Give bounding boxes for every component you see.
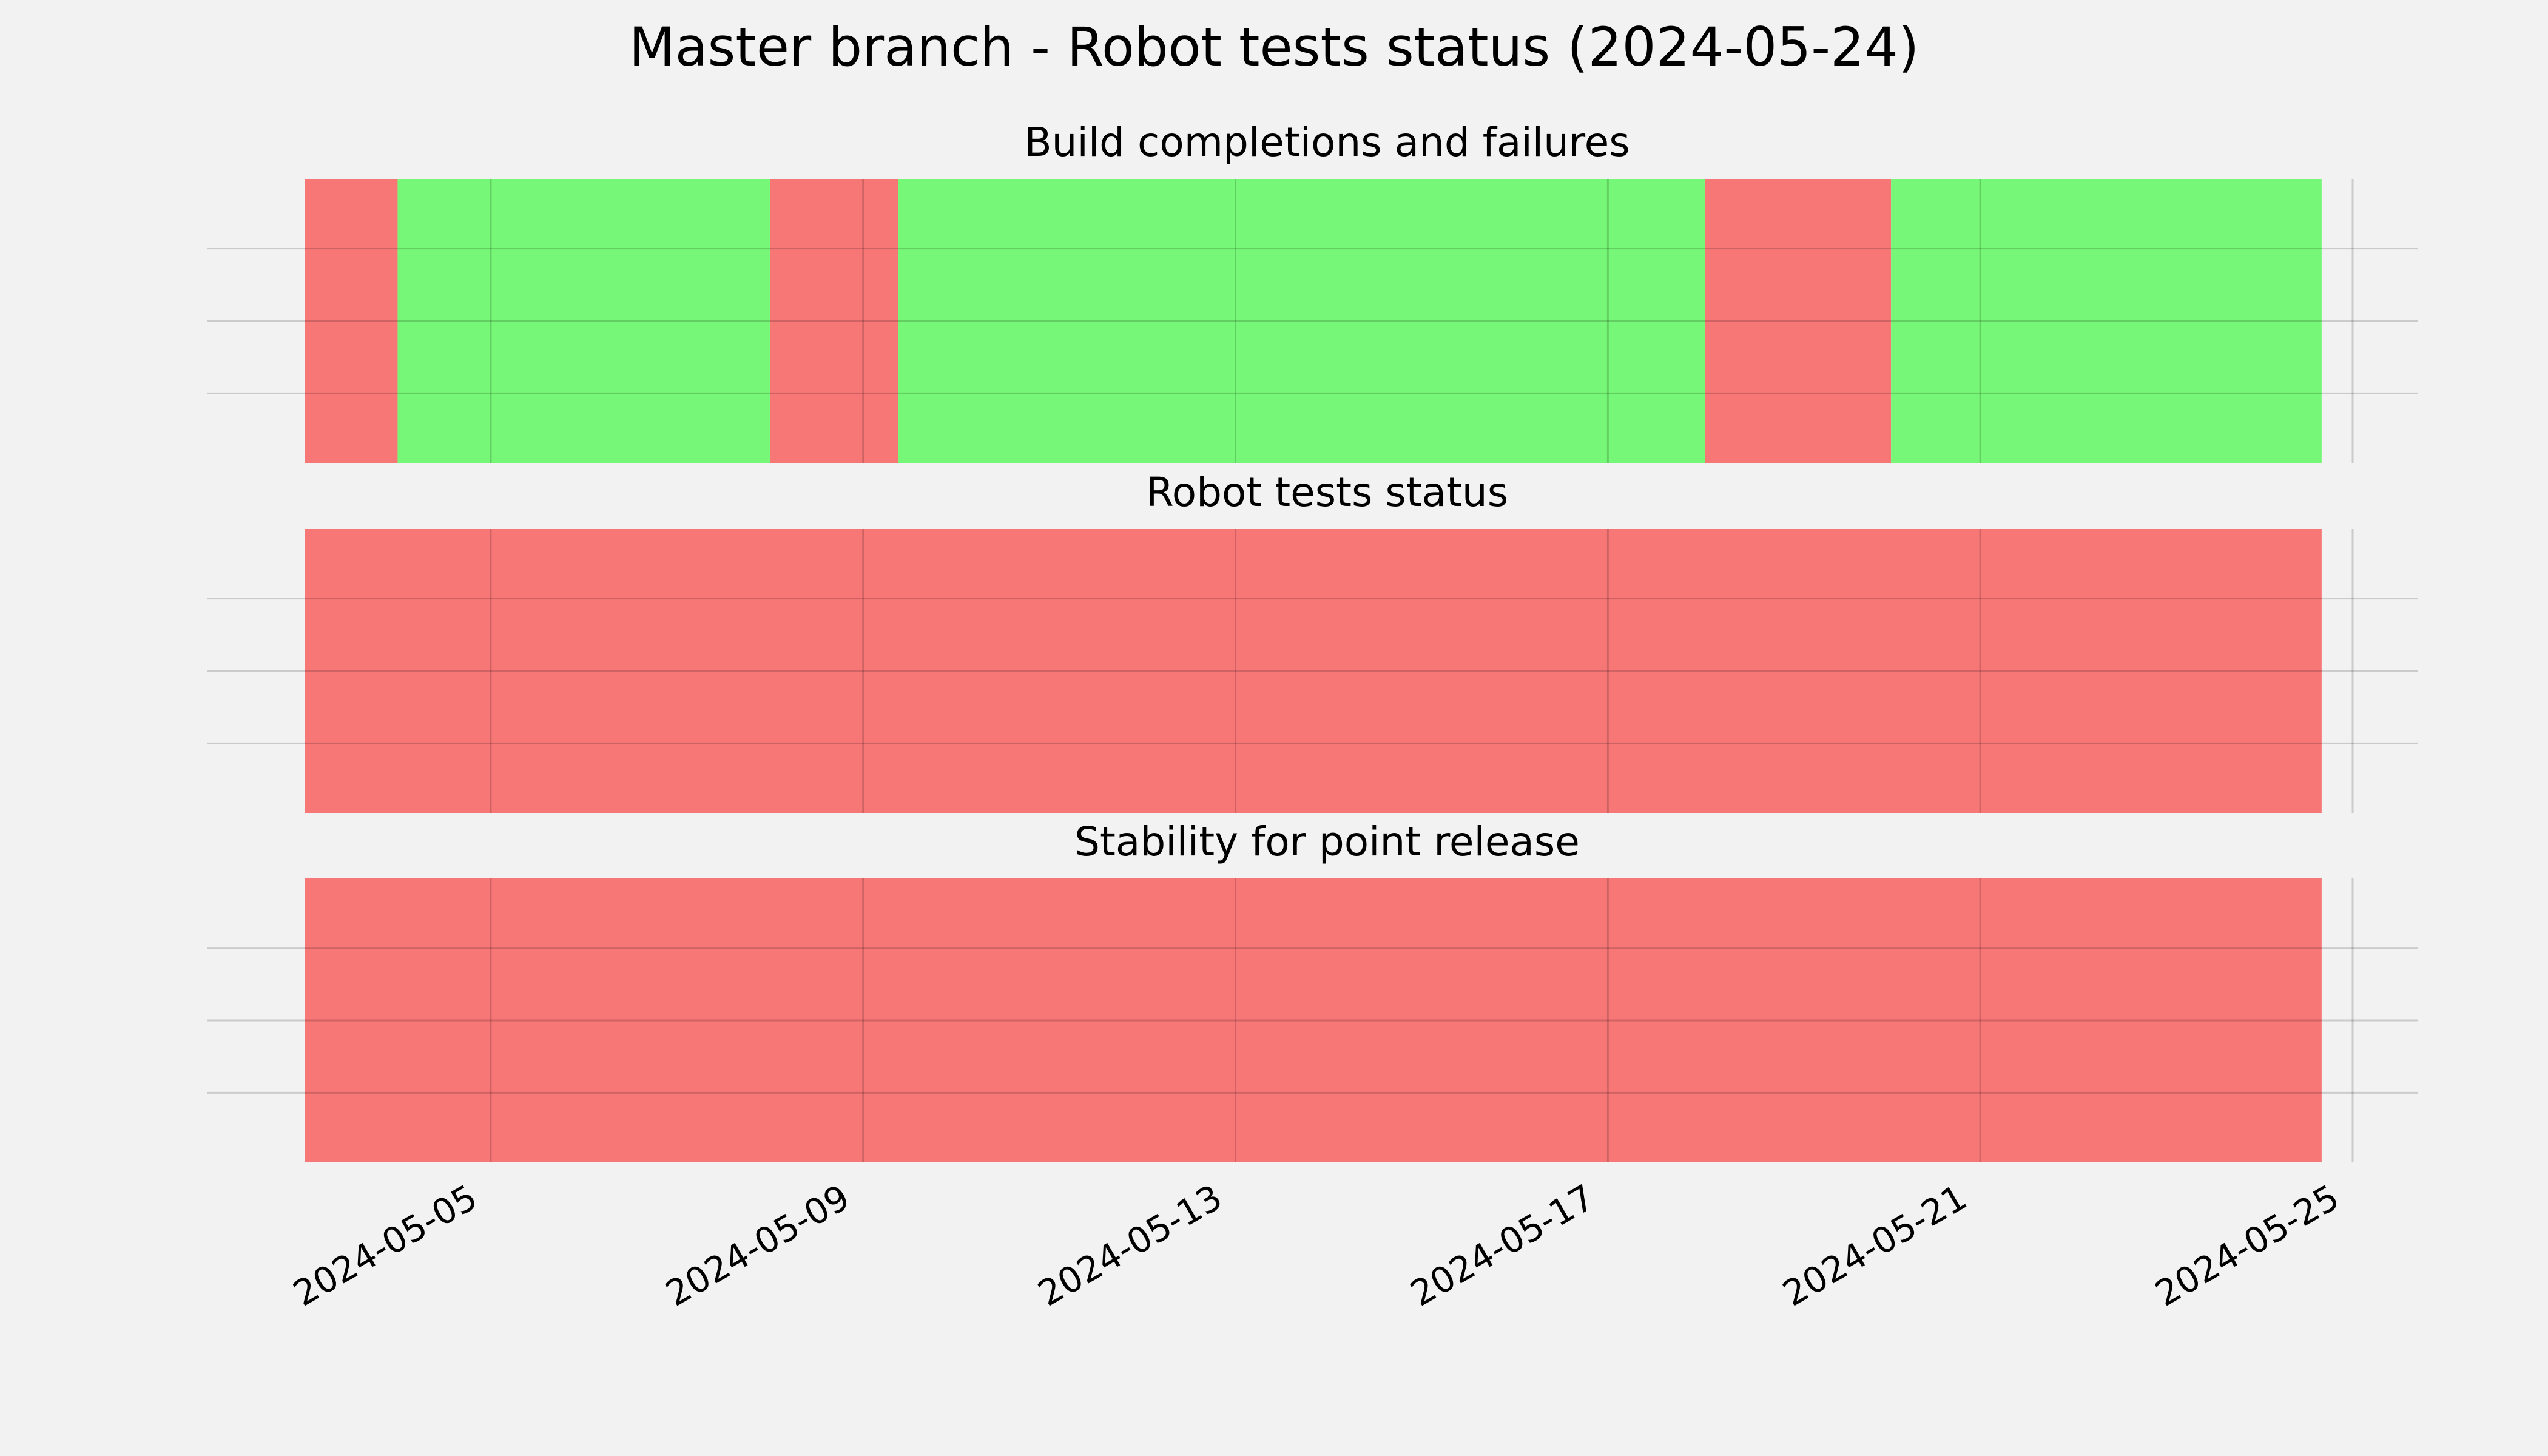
status-segment-pass: [898, 179, 1705, 463]
chart-panels: Build completions and failures Robot test…: [207, 119, 2418, 1162]
chart-title: Master branch - Robot tests status (2024…: [629, 16, 1919, 78]
panel-2: Robot tests status: [207, 469, 2418, 813]
status-segment-fail: [305, 878, 2322, 1162]
panel-1: Build completions and failures: [207, 119, 2418, 463]
status-segment-fail: [305, 529, 2322, 813]
panel-grid: [207, 529, 2418, 813]
panel-grid: [207, 878, 2418, 1162]
status-segment-fail: [770, 179, 898, 463]
panel-title: Stability for point release: [1074, 818, 1580, 865]
panel-title: Build completions and failures: [1024, 119, 1630, 166]
panel-3: Stability for point release: [207, 818, 2418, 1162]
panel-grid: [207, 179, 2418, 463]
status-segment-fail: [305, 179, 398, 463]
panel-title: Robot tests status: [1146, 469, 1508, 516]
status-segment-pass: [1891, 179, 2322, 463]
status-segment-pass: [397, 179, 770, 463]
status-segment-fail: [1705, 179, 1892, 463]
